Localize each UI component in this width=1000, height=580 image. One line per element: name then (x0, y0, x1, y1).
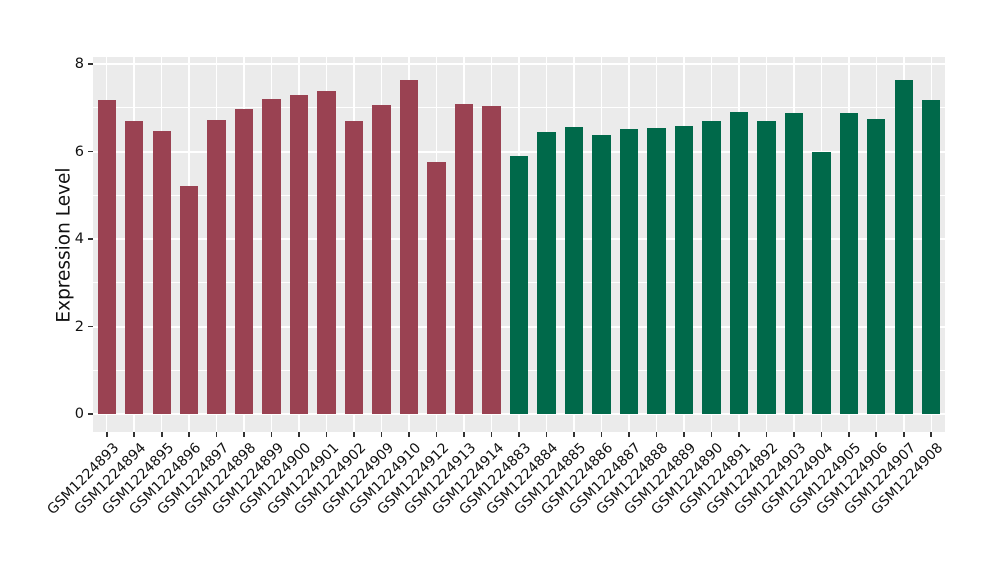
bar-GSM1224894 (125, 121, 144, 414)
y-tick-label-0: 0 (74, 406, 84, 422)
bar-GSM1224902 (344, 121, 364, 414)
bar-GSM1224883 (509, 155, 529, 414)
x-tick-mark-GSM1224895 (160, 432, 163, 437)
x-tick-mark-GSM1224914 (490, 432, 493, 437)
x-tick-mark-GSM1224902 (353, 432, 355, 437)
x-tick-mark-GSM1224908 (930, 432, 933, 437)
bar-GSM1224905 (839, 113, 858, 414)
bar-GSM1224884 (537, 132, 556, 414)
x-tick-mark-GSM1224912 (435, 432, 438, 437)
bar-GSM1224899 (262, 99, 281, 414)
x-tick-mark-GSM1224885 (573, 432, 575, 437)
bar-GSM1224913 (454, 103, 474, 414)
gridline-y-major-6 (93, 150, 945, 153)
bar-GSM1224914 (482, 105, 501, 414)
x-tick-mark-GSM1224891 (738, 432, 740, 437)
x-tick-mark-GSM1224892 (765, 432, 768, 437)
y-tick-mark-2 (88, 325, 93, 328)
bar-GSM1224907 (894, 79, 913, 414)
bar-GSM1224898 (234, 108, 254, 414)
bar-GSM1224896 (179, 185, 199, 414)
x-tick-mark-GSM1224883 (518, 432, 520, 437)
x-tick-mark-GSM1224901 (325, 432, 328, 437)
y-tick-mark-8 (88, 63, 93, 65)
bar-GSM1224886 (592, 134, 611, 414)
bar-GSM1224901 (317, 91, 336, 414)
x-tick-mark-GSM1224903 (793, 432, 795, 437)
x-tick-mark-GSM1224896 (188, 432, 190, 437)
x-tick-mark-GSM1224909 (380, 432, 383, 437)
bar-GSM1224891 (729, 112, 749, 414)
x-tick-mark-GSM1224906 (875, 432, 878, 437)
x-tick-mark-GSM1224900 (298, 432, 300, 437)
y-tick-label-6: 6 (74, 143, 84, 160)
x-tick-mark-GSM1224887 (628, 432, 630, 437)
x-tick-mark-GSM1224913 (463, 432, 465, 437)
gridline-y-major-0 (93, 413, 945, 415)
y-tick-label-8: 8 (74, 56, 84, 72)
bar-GSM1224895 (152, 131, 171, 414)
x-tick-mark-GSM1224904 (820, 432, 823, 437)
bar-GSM1224909 (372, 104, 391, 414)
x-tick-mark-GSM1224907 (902, 432, 905, 437)
x-tick-mark-GSM1224889 (683, 432, 685, 437)
y-tick-label-2: 2 (74, 318, 84, 335)
bar-GSM1224893 (97, 100, 116, 414)
bar-GSM1224912 (427, 162, 446, 414)
bar-GSM1224903 (784, 113, 804, 414)
bar-GSM1224885 (564, 127, 584, 414)
bar-GSM1224910 (399, 80, 419, 414)
y-axis-title: Expression Level (53, 167, 75, 323)
bar-GSM1224908 (922, 100, 941, 414)
gridline-y-minor-7 (93, 107, 945, 109)
bar-GSM1224892 (757, 121, 776, 414)
x-tick-mark-GSM1224888 (655, 432, 658, 437)
bar-GSM1224904 (812, 151, 831, 414)
x-tick-mark-GSM1224897 (215, 432, 218, 437)
y-tick-mark-6 (88, 150, 93, 153)
y-tick-mark-0 (88, 413, 93, 415)
x-tick-mark-GSM1224894 (133, 432, 136, 437)
y-tick-label-4: 4 (74, 231, 84, 247)
x-tick-mark-GSM1224893 (105, 432, 108, 437)
x-tick-mark-GSM1224910 (408, 432, 410, 437)
bar-GSM1224890 (702, 120, 721, 414)
x-tick-mark-GSM1224884 (545, 432, 548, 437)
y-tick-mark-4 (88, 238, 93, 240)
gridline-y-major-8 (93, 63, 945, 65)
bar-GSM1224900 (289, 94, 309, 414)
bar-GSM1224897 (207, 120, 226, 414)
bar-GSM1224906 (867, 119, 886, 414)
x-tick-mark-GSM1224905 (848, 432, 850, 437)
x-tick-mark-GSM1224898 (243, 432, 245, 437)
x-tick-mark-GSM1224890 (710, 432, 713, 437)
bar-GSM1224887 (619, 129, 639, 414)
x-tick-mark-GSM1224886 (600, 432, 603, 437)
plot-panel (93, 57, 945, 432)
bar-GSM1224888 (647, 128, 666, 414)
x-tick-mark-GSM1224899 (270, 432, 273, 437)
bar-GSM1224889 (674, 126, 694, 414)
